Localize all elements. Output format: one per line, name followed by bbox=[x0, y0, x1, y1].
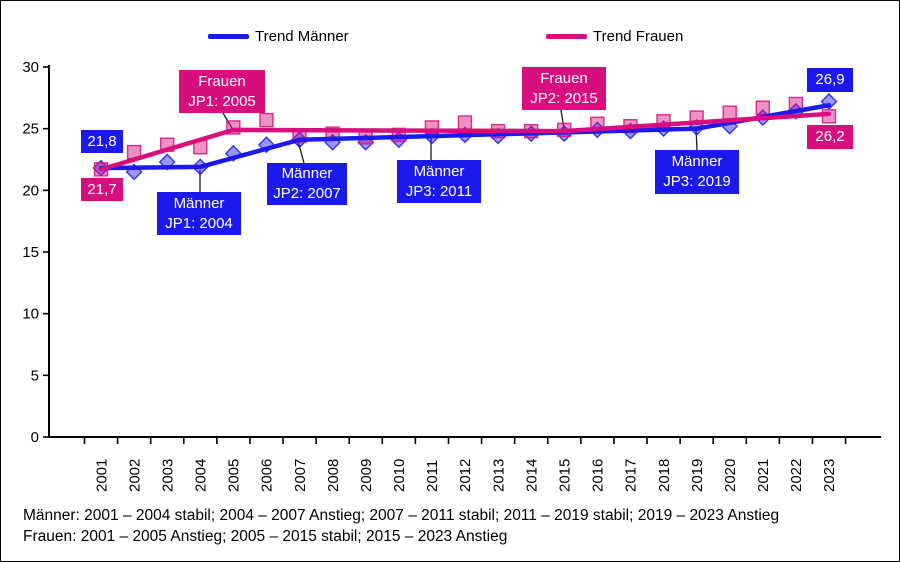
x-tick-label: 2013 bbox=[490, 459, 507, 492]
legend-item-frauen: Trend Frauen bbox=[546, 27, 684, 45]
annotation-text-line: JP3: 2011 bbox=[405, 182, 473, 200]
y-tick-label: 25 bbox=[22, 121, 39, 138]
legend-label-frauen: Trend Frauen bbox=[593, 27, 684, 45]
data-point-frauen bbox=[755, 100, 770, 115]
x-tick-label: 2011 bbox=[424, 460, 441, 492]
y-tick-label: 30 bbox=[22, 59, 39, 76]
x-axis-ticks: 2001 2002 2003 2004 2005 2006 2007 2008 2009 2010… bbox=[83, 437, 847, 492]
leader-line bbox=[297, 140, 305, 164]
footnote-frauen: Frauen: 2001 – 2005 Anstieg; 2005 – 2015… bbox=[23, 528, 508, 545]
joinpoint-maenner-jp1: Männer JP1: 2004 bbox=[157, 192, 241, 235]
annotation-text-line: JP2: 2015 bbox=[530, 89, 598, 107]
x-tick-label: 2018 bbox=[656, 459, 673, 492]
annotation-text-line: 21,8 bbox=[87, 132, 117, 150]
x-tick-label: 2014 bbox=[523, 459, 540, 492]
value-label-frauen-2023: 26,2 bbox=[807, 125, 853, 149]
joinpoint-maenner-jp3-2011: Männer JP3: 2011 bbox=[397, 160, 481, 203]
x-tick-label: 2001 bbox=[93, 459, 110, 492]
y-tick-label: 10 bbox=[22, 306, 39, 323]
x-tick-label: 2002 bbox=[126, 459, 143, 492]
x-tick-label: 2022 bbox=[788, 459, 805, 492]
annotation-text-line: 21,7 bbox=[87, 180, 117, 198]
x-tick-label: 2008 bbox=[325, 459, 342, 492]
value-label-maenner-2023: 26,9 bbox=[807, 68, 853, 92]
value-label-maenner-2001: 21,8 bbox=[81, 130, 123, 153]
joinpoint-frauen-jp1: Frauen JP1: 2005 bbox=[179, 70, 265, 113]
data-point-frauen bbox=[259, 112, 274, 128]
annotation-text-line: Männer bbox=[281, 165, 333, 182]
x-tick-label: 2017 bbox=[623, 459, 640, 492]
y-tick-label: 5 bbox=[31, 367, 39, 384]
x-tick-label: 2003 bbox=[159, 459, 176, 492]
y-axis-ticks: 0 5 10 15 20 25 30 bbox=[22, 59, 49, 446]
y-tick-label: 0 bbox=[31, 429, 39, 446]
leader-line bbox=[560, 109, 565, 130]
leader-line bbox=[695, 127, 698, 151]
annotation-text-line: Frauen bbox=[540, 69, 588, 87]
x-tick-label: 2016 bbox=[590, 459, 607, 492]
x-tick-label: 2009 bbox=[358, 459, 375, 492]
x-tick-label: 2007 bbox=[292, 459, 309, 492]
annotation-text-line: Männer bbox=[671, 153, 723, 170]
x-tick-label: 2023 bbox=[821, 459, 838, 492]
annotation-text-line: Frauen bbox=[198, 72, 246, 90]
x-tick-label: 2021 bbox=[755, 459, 772, 492]
x-tick-label: 2006 bbox=[259, 459, 276, 492]
x-tick-label: 2015 bbox=[557, 459, 574, 492]
legend-item-maenner: Trend Männer bbox=[208, 27, 349, 45]
legend-label-maenner: Trend Männer bbox=[255, 27, 349, 45]
annotation-text-line: JP1: 2004 bbox=[165, 214, 233, 232]
joinpoint-frauen-jp2: Frauen JP2: 2015 bbox=[522, 67, 606, 110]
y-tick-label: 15 bbox=[22, 244, 39, 261]
legend-line-maenner-icon bbox=[208, 33, 249, 39]
legend-line-frauen-icon bbox=[546, 33, 587, 39]
footnote-maenner: Männer: 2001 – 2004 stabil; 2004 – 2007 … bbox=[23, 507, 780, 524]
x-tick-label: 2010 bbox=[391, 459, 408, 492]
trend-line-maenner bbox=[98, 102, 832, 171]
data-point-frauen bbox=[722, 105, 737, 120]
annotation-text-line: Männer bbox=[413, 162, 465, 180]
joinpoint-maenner-jp2: Männer JP2: 2007 bbox=[267, 163, 347, 205]
annotation-text-line: 26,9 bbox=[815, 71, 845, 88]
x-tick-label: 2005 bbox=[226, 459, 243, 492]
annotation-text-line: JP2: 2007 bbox=[273, 185, 341, 202]
x-tick-label: 2020 bbox=[722, 459, 739, 492]
data-point-frauen bbox=[457, 115, 473, 130]
annotation-text-line: JP1: 2005 bbox=[188, 92, 256, 110]
x-tick-label: 2004 bbox=[193, 459, 210, 492]
trend-line-frauen bbox=[98, 111, 832, 172]
annotation-text-line: Männer bbox=[173, 194, 225, 212]
annotation-text-line: JP3: 2019 bbox=[663, 173, 731, 190]
joinpoint-maenner-jp3-2019: Männer JP3: 2019 bbox=[655, 150, 739, 194]
x-tick-label: 2012 bbox=[457, 459, 474, 492]
annotation-text-line: 26,2 bbox=[815, 128, 845, 145]
y-tick-label: 20 bbox=[22, 182, 39, 199]
value-label-frauen-2001: 21,7 bbox=[81, 178, 123, 201]
x-tick-label: 2019 bbox=[689, 459, 706, 492]
